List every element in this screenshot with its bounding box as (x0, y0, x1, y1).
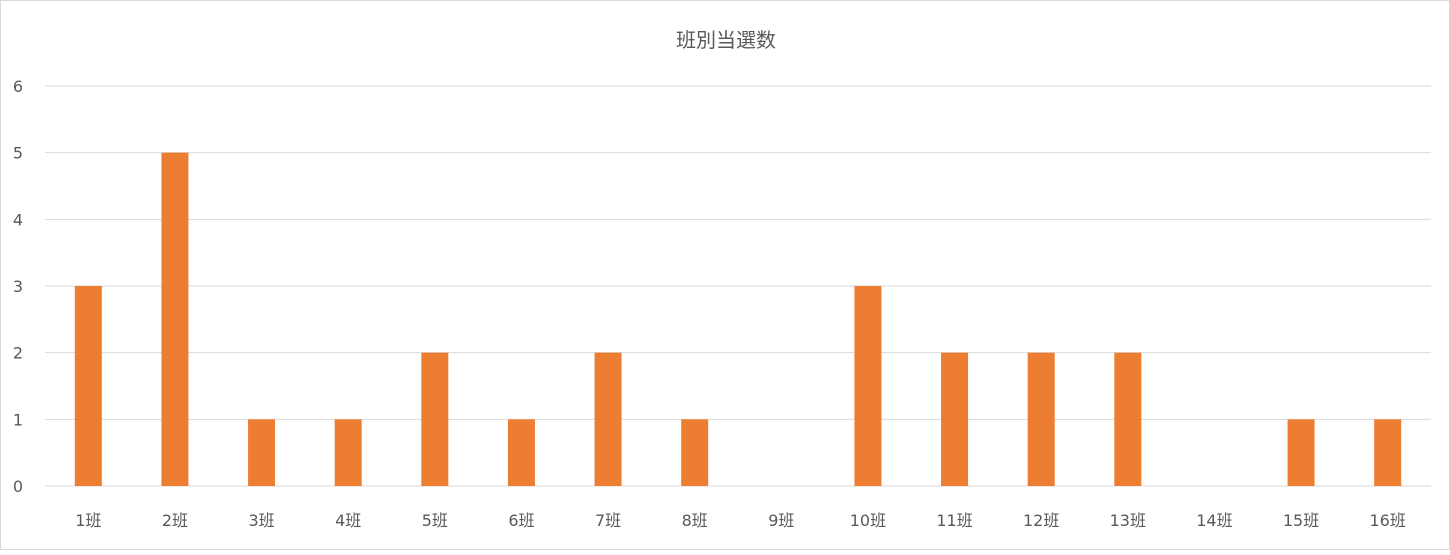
bar-10班 (854, 286, 882, 486)
x-tick-label: 2班 (162, 511, 188, 530)
x-tick-label: 8班 (682, 511, 708, 530)
x-tick-label: 13班 (1110, 511, 1146, 530)
bar-15班 (1287, 419, 1315, 486)
x-tick-label: 11班 (936, 511, 972, 530)
x-tick-label: 4班 (335, 511, 361, 530)
x-tick-label: 1班 (75, 511, 101, 530)
x-tick-label: 14班 (1196, 511, 1232, 530)
x-tick-label: 9班 (768, 511, 794, 530)
bar-13班 (1114, 352, 1142, 486)
bar-11班 (941, 352, 969, 486)
bar-3班 (248, 419, 276, 486)
bar-7班 (594, 352, 622, 486)
x-tick-label: 3班 (248, 511, 274, 530)
y-tick-label: 6 (13, 77, 23, 96)
y-tick-label: 1 (13, 410, 23, 429)
y-tick-label: 5 (13, 144, 23, 163)
gridlines (45, 85, 1431, 487)
x-tick-label: 6班 (508, 511, 534, 530)
bar-8班 (681, 419, 709, 486)
y-tick-label: 2 (13, 344, 23, 363)
x-tick-label: 5班 (422, 511, 448, 530)
x-tick-label: 15班 (1283, 511, 1319, 530)
bar-16班 (1374, 419, 1402, 486)
x-axis-labels: 1班 2班 3班 4班 5班 6班 7班 8班 9班 10班 11班 12班 13班 14班 15班 16班 (75, 511, 1406, 530)
bar-6班 (507, 419, 535, 486)
y-tick-label: 0 (13, 477, 23, 496)
chart-title: 班別当選数 (676, 28, 776, 52)
x-tick-label: 7班 (595, 511, 621, 530)
x-tick-label: 12班 (1023, 511, 1059, 530)
bar-5班 (421, 352, 449, 486)
bars (74, 152, 1402, 486)
x-tick-label: 10班 (850, 511, 886, 530)
bar-1班 (74, 286, 102, 486)
x-tick-label: 16班 (1370, 511, 1406, 530)
y-tick-label: 4 (13, 210, 23, 229)
bar-2班 (161, 152, 189, 486)
bar-12班 (1027, 352, 1055, 486)
bar-4班 (334, 419, 362, 486)
y-tick-label: 3 (13, 277, 23, 296)
y-axis-labels: 0 1 2 3 4 5 6 (13, 77, 23, 496)
